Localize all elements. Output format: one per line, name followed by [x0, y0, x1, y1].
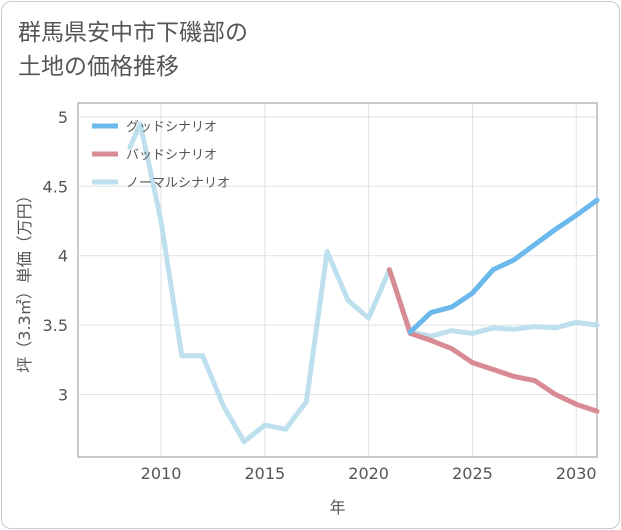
plot-frame [77, 102, 598, 458]
title-line-1: 群馬県安中市下磯部の [18, 20, 248, 46]
y-axis-label: 坪（3.3㎡）単価（万円） [15, 187, 34, 372]
x-axis-label: 年 [329, 498, 345, 517]
x-tick-label: 2020 [348, 464, 389, 483]
y-tick-label: 3.5 [43, 316, 68, 335]
legend-bad-label: バッドシナリオ [126, 148, 217, 163]
legend-good-label: グッドシナリオ [126, 120, 217, 135]
good-scenario-line [407, 197, 600, 335]
legend-normal-label: ノーマルシナリオ [126, 176, 230, 191]
y-tick-label: 4.5 [43, 177, 68, 196]
x-tick-label: 2025 [452, 464, 493, 483]
normal-scenario-line [127, 121, 600, 445]
bad-scenario-line [386, 267, 600, 414]
y-tick-label: 5 [58, 108, 68, 127]
x-tick-label: 2015 [244, 464, 285, 483]
title-line-2: 土地の価格推移 [18, 54, 179, 80]
x-tick-label: 2030 [556, 464, 597, 483]
x-tick-label: 2010 [141, 464, 182, 483]
y-tick-label: 4 [58, 247, 68, 266]
chart-title: 群馬県安中市下磯部の 土地の価格推移 [18, 16, 248, 84]
y-tick-label: 3 [58, 386, 68, 405]
